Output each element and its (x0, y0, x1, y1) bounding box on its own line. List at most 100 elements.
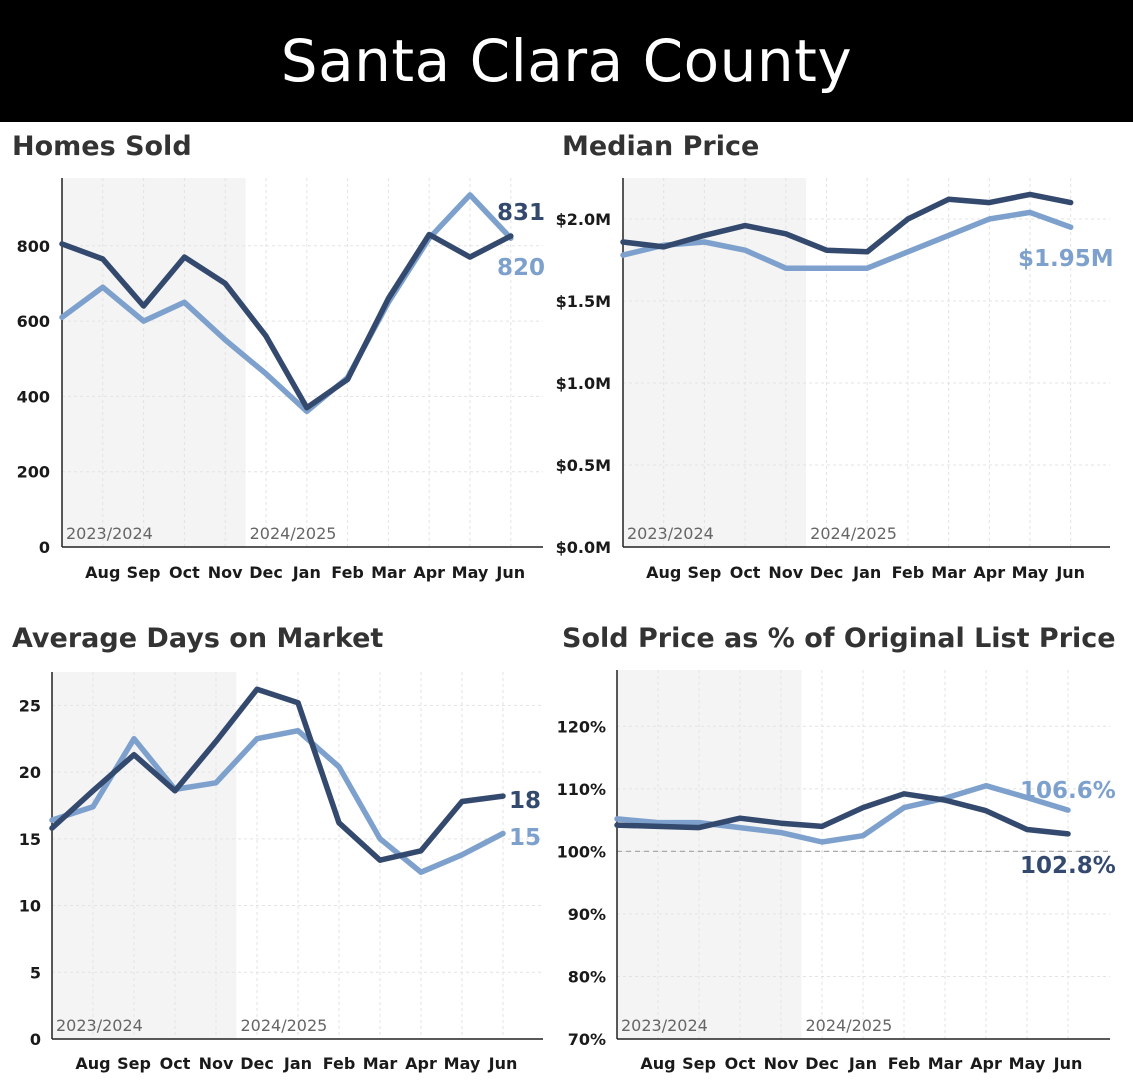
x-tick-label: Sep (682, 1054, 716, 1073)
y-tick-label: 0 (39, 538, 50, 557)
x-tick-label: Apr (973, 563, 1005, 582)
x-tick-label: Jun (1053, 1054, 1083, 1073)
y-tick-label: 0 (30, 1030, 41, 1049)
x-tick-label: May (1012, 563, 1049, 582)
x-tick-label: Mar (363, 1054, 398, 1073)
page-title: Santa Clara County (280, 27, 853, 95)
y-tick-label: 70% (568, 1030, 606, 1049)
x-tick-label: May (1009, 1054, 1046, 1073)
series-line-prior (49, 727, 506, 875)
end-value-label-prior: 15 (509, 825, 541, 851)
x-tick-label: Oct (730, 563, 761, 582)
series-line-prior (59, 192, 514, 415)
chart-title: Median Price (562, 131, 759, 162)
x-tick-label: Jun (488, 1054, 518, 1073)
y-tick-label: $1.0M (556, 374, 611, 393)
season-label-current: 2024/2025 (250, 524, 337, 543)
x-tick-label: Apr (405, 1054, 437, 1073)
x-tick-label: Aug (75, 1054, 110, 1073)
x-tick-label: May (452, 563, 489, 582)
x-tick-label: Dec (249, 563, 283, 582)
x-tick-label: Sep (127, 563, 161, 582)
y-tick-label: 120% (557, 717, 606, 736)
end-value-label-prior: 106.6% (1020, 778, 1116, 804)
x-tick-label: Nov (768, 563, 803, 582)
y-tick-label: 400 (17, 387, 50, 406)
season-label-prior: 2023/2024 (627, 524, 714, 543)
x-tick-label: Oct (725, 1054, 756, 1073)
x-tick-label: Feb (323, 1054, 356, 1073)
x-tick-label: Jan (852, 563, 881, 582)
x-tick-label: May (444, 1054, 481, 1073)
y-tick-label: 15 (19, 830, 41, 849)
x-tick-label: Jan (848, 1054, 877, 1073)
x-tick-label: Dec (810, 563, 844, 582)
y-tick-label: 5 (30, 963, 41, 982)
y-tick-label: 800 (17, 237, 50, 256)
x-tick-label: Feb (892, 563, 925, 582)
season-label-prior: 2023/2024 (66, 524, 153, 543)
x-tick-label: Oct (169, 563, 200, 582)
season-label-prior: 2023/2024 (621, 1016, 708, 1035)
y-tick-label: 25 (19, 696, 41, 715)
series-line-current (59, 231, 514, 411)
season-label-current: 2024/2025 (810, 524, 897, 543)
x-tick-label: Jun (495, 563, 525, 582)
series-line-prior (614, 782, 1071, 845)
x-tick-label: Aug (640, 1054, 675, 1073)
x-tick-label: Mar (931, 563, 966, 582)
y-tick-label: $0.0M (556, 538, 611, 557)
x-tick-label: Apr (413, 563, 445, 582)
x-tick-label: Dec (240, 1054, 274, 1073)
x-tick-label: Aug (646, 563, 681, 582)
chart-panel-0: Homes Sold 0 200 400 600 800 Aug Sep Oct Nov Dec Ja… (12, 131, 545, 582)
series-line-current (49, 686, 506, 863)
chart-panel-2: Average Days on Market 0 5 10 15 20 25 Aug Sep Oc… (12, 623, 543, 1073)
prior-season-shade (52, 672, 237, 1039)
series-line-current (614, 791, 1071, 837)
series-line-prior (620, 209, 1074, 271)
chart-panel-1: Median Price $0.0M $0.5M $1.0M $1.5M $2.0M Aug… (556, 131, 1114, 582)
x-tick-label: Nov (764, 1054, 799, 1073)
x-tick-label: Sep (117, 1054, 151, 1073)
y-tick-label: 200 (17, 463, 50, 482)
y-tick-label: $0.5M (556, 456, 611, 475)
header-bar: Santa Clara County (0, 0, 1133, 122)
end-value-label-prior: 820 (497, 255, 545, 281)
x-tick-label: Aug (85, 563, 120, 582)
chart-title: Homes Sold (12, 131, 192, 162)
end-value-label-current: 18 (509, 788, 541, 814)
x-tick-label: Oct (160, 1054, 191, 1073)
x-tick-label: Mar (928, 1054, 963, 1073)
chart-title: Average Days on Market (12, 623, 383, 654)
x-tick-label: Jan (292, 563, 321, 582)
x-tick-label: Sep (687, 563, 721, 582)
season-label-current: 2024/2025 (241, 1016, 328, 1035)
y-tick-label: 20 (19, 763, 41, 782)
end-value-label-current: 102.8% (1020, 853, 1116, 879)
prior-season-shade (62, 178, 246, 547)
series-line-current (620, 191, 1074, 255)
chart-panel-3: Sold Price as % of Original List Price 70… (557, 623, 1116, 1073)
x-tick-label: Jun (1055, 563, 1085, 582)
x-tick-label: Apr (970, 1054, 1002, 1073)
y-tick-label: 100% (557, 842, 606, 861)
end-value-label-prior: $1.95M (1018, 246, 1114, 272)
chart-title: Sold Price as % of Original List Price (562, 623, 1116, 654)
x-tick-label: Mar (371, 563, 406, 582)
x-tick-label: Nov (199, 1054, 234, 1073)
end-value-label-current: 831 (497, 200, 545, 226)
x-tick-label: Dec (805, 1054, 839, 1073)
prior-season-shade (623, 178, 807, 547)
x-tick-label: Nov (208, 563, 243, 582)
x-tick-label: Feb (331, 563, 364, 582)
y-tick-label: 90% (568, 905, 606, 924)
prior-season-shade (617, 670, 802, 1039)
season-label-current: 2024/2025 (806, 1016, 893, 1035)
y-tick-label: $2.0M (556, 210, 611, 229)
y-tick-label: 10 (19, 897, 41, 916)
x-tick-label: Jan (283, 1054, 312, 1073)
y-tick-label: 80% (568, 967, 606, 986)
x-tick-label: Feb (888, 1054, 921, 1073)
